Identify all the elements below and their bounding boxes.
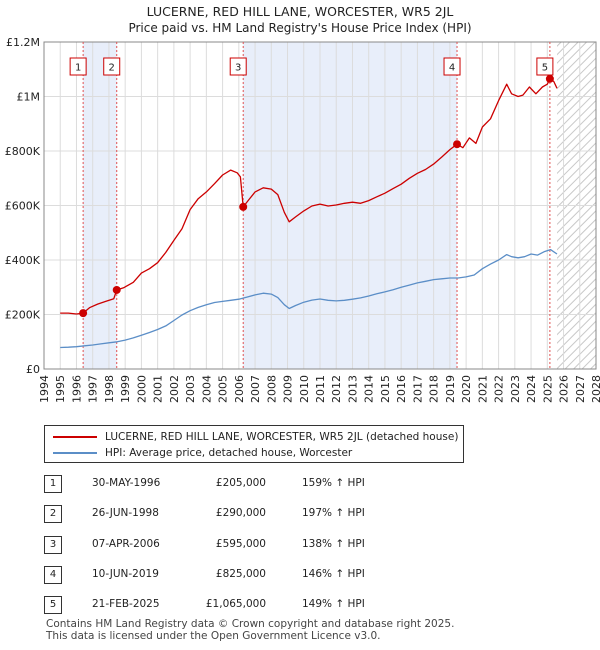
x-tick-label: 2004: [200, 375, 213, 403]
x-tick-label: 2021: [476, 375, 489, 403]
x-tick-label: 1999: [119, 375, 132, 403]
sale-row: 4 10-JUN-2019 £825,000 146% ↑ HPI: [44, 566, 464, 586]
sale-point: [79, 309, 88, 318]
sale-row: 2 26-JUN-1998 £290,000 197% ↑ HPI: [44, 505, 464, 525]
sale-number-box: [536, 57, 554, 76]
legend-swatch-hpi: [53, 452, 97, 454]
x-tick-label: 2008: [265, 375, 278, 403]
sale-row: 1 30-MAY-1996 £205,000 159% ↑ HPI: [44, 475, 464, 495]
x-tick-label: 2010: [298, 375, 311, 403]
legend-item-property: LUCERNE, RED HILL LANE, WORCESTER, WR5 2…: [53, 429, 458, 445]
price-chart: LUCERNE, RED HILL LANE, WORCESTER, WR5 2…: [5, 4, 600, 403]
x-tick-label: 2006: [233, 375, 246, 403]
x-tick-label: 2024: [525, 375, 538, 403]
x-tick-label: 2003: [184, 375, 197, 403]
series-line-property: [60, 78, 558, 315]
sale-number-badge: 5: [44, 596, 62, 614]
sale-point: [453, 140, 462, 149]
x-tick-label: 2025: [541, 375, 554, 403]
sale-number-badge: 4: [44, 566, 62, 584]
sale-number-box: [229, 57, 247, 76]
sale-number-box: [69, 57, 87, 76]
x-tick-label: 2007: [249, 375, 262, 403]
legend-label-property: LUCERNE, RED HILL LANE, WORCESTER, WR5 2…: [105, 431, 459, 443]
x-tick-label: 2015: [379, 375, 392, 403]
legend-item-hpi: HPI: Average price, detached house, Worc…: [53, 445, 352, 461]
x-tick-label: 2001: [152, 375, 165, 403]
x-tick-label: 2023: [509, 375, 522, 403]
y-tick-label: £200K: [5, 309, 41, 322]
y-tick-label: £600K: [5, 200, 41, 213]
sale-point: [112, 285, 121, 294]
x-tick-label: 2000: [135, 375, 148, 403]
x-tick-label: 2017: [411, 375, 424, 403]
sale-date: 21-FEB-2025: [92, 598, 160, 610]
sale-date: 10-JUN-2019: [92, 568, 159, 580]
x-tick-label: 2026: [558, 375, 571, 403]
x-tick-label: 2002: [168, 375, 181, 403]
attribution-line-1: Contains HM Land Registry data © Crown c…: [46, 618, 455, 630]
y-tick-label: £400K: [5, 254, 41, 267]
x-tick-label: 1998: [103, 375, 116, 403]
sale-number-label: 4: [449, 63, 455, 74]
x-tick-label: 2013: [346, 375, 359, 403]
chart-legend: LUCERNE, RED HILL LANE, WORCESTER, WR5 2…: [44, 425, 464, 463]
x-tick-label: 1996: [70, 375, 83, 403]
sale-hpi-change: 197% ↑ HPI: [302, 507, 365, 519]
sale-date: 26-JUN-1998: [92, 507, 159, 519]
sale-hpi-change: 149% ↑ HPI: [302, 598, 365, 610]
sale-hpi-change: 138% ↑ HPI: [302, 538, 365, 550]
y-tick-label: £1.2M: [6, 36, 40, 49]
sale-date: 07-APR-2006: [92, 538, 160, 550]
x-tick-label: 2020: [460, 375, 473, 403]
legend-label-hpi: HPI: Average price, detached house, Worc…: [105, 447, 353, 459]
sale-number-badge: 3: [44, 536, 62, 554]
x-tick-label: 2011: [314, 375, 327, 403]
y-tick-label: £1M: [17, 91, 41, 104]
sale-number-label: 1: [75, 63, 81, 74]
sale-price: £205,000: [215, 477, 266, 489]
x-tick-label: 1994: [38, 375, 51, 403]
sale-number-box: [103, 57, 121, 76]
sale-number-label: 3: [235, 63, 241, 74]
sale-hpi-change: 146% ↑ HPI: [302, 568, 365, 580]
sale-number-badge: 2: [44, 505, 62, 523]
x-tick-label: 2019: [444, 375, 457, 403]
sale-hpi-change: 159% ↑ HPI: [302, 477, 365, 489]
sale-number-box: [443, 57, 461, 76]
legend-swatch-property: [53, 436, 97, 438]
chart-subtitle: Price paid vs. HM Land Registry's House …: [128, 21, 471, 35]
chart-title: LUCERNE, RED HILL LANE, WORCESTER, WR5 2…: [147, 4, 454, 19]
sale-number-badge: 1: [44, 475, 62, 493]
attribution-footer: Contains HM Land Registry data © Crown c…: [46, 618, 454, 642]
sale-row: 3 07-APR-2006 £595,000 138% ↑ HPI: [44, 536, 464, 556]
x-tick-label: 1997: [87, 375, 100, 403]
sale-number-label: 2: [109, 63, 115, 74]
sale-point: [239, 202, 248, 211]
sale-date: 30-MAY-1996: [92, 477, 161, 489]
x-tick-label: 2028: [590, 375, 600, 403]
y-tick-label: £0: [26, 363, 40, 376]
attribution-line-2: This data is licensed under the Open Gov…: [46, 630, 381, 642]
x-tick-label: 2027: [574, 375, 587, 403]
sale-price: £595,000: [215, 538, 266, 550]
x-tick-label: 1995: [54, 375, 67, 403]
x-tick-label: 2022: [493, 375, 506, 403]
x-tick-label: 2016: [395, 375, 408, 403]
sale-number-label: 5: [542, 63, 548, 74]
plot-frame: [43, 41, 597, 370]
x-tick-label: 2005: [217, 375, 230, 403]
x-tick-label: 2012: [330, 375, 343, 403]
series-line-hpi: [60, 248, 558, 349]
sale-price: £825,000: [215, 568, 266, 580]
sale-point: [545, 74, 554, 83]
x-tick-label: 2018: [428, 375, 441, 403]
sale-row: 5 21-FEB-2025 £1,065,000 149% ↑ HPI: [44, 596, 464, 616]
y-tick-label: £800K: [5, 145, 41, 158]
x-tick-label: 2009: [282, 375, 295, 403]
sale-price: £1,065,000: [205, 598, 266, 610]
x-tick-label: 2014: [363, 375, 376, 403]
sale-price: £290,000: [215, 507, 266, 519]
